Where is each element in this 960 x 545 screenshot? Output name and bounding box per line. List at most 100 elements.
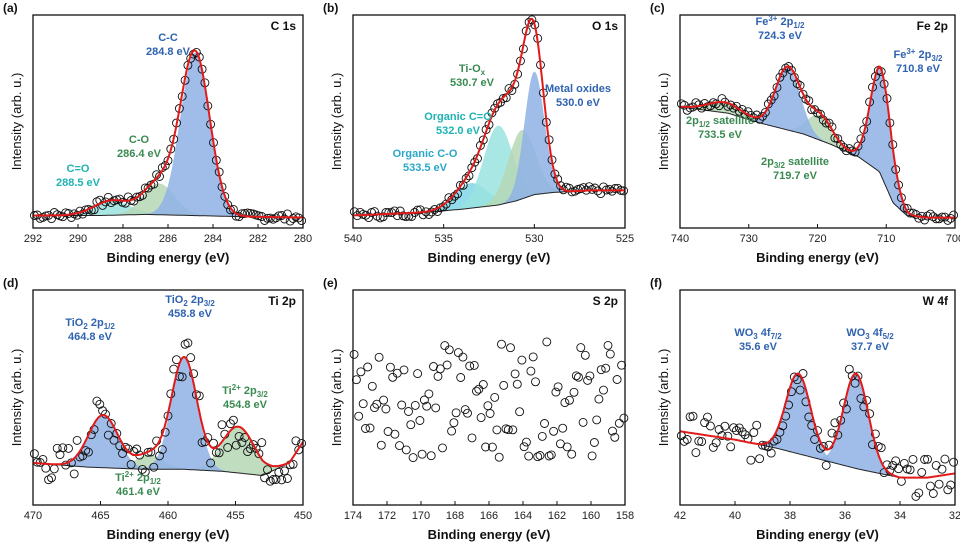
x-tick-label: 700 <box>946 233 960 245</box>
data-point <box>397 400 407 410</box>
data-point <box>605 349 615 359</box>
data-point <box>508 425 518 435</box>
data-point <box>384 207 394 217</box>
data-point <box>422 401 432 411</box>
data-point <box>815 109 825 119</box>
x-tick-label: 292 <box>24 233 42 245</box>
data-point <box>467 433 477 443</box>
data-point <box>453 348 463 358</box>
data-point <box>526 366 536 376</box>
data-point <box>418 210 428 220</box>
x-axis-label: Binding energy (eV) <box>428 527 551 542</box>
panel-label: (b) <box>323 1 338 15</box>
data-point <box>499 380 509 390</box>
data-point <box>243 447 253 457</box>
data-point <box>549 426 559 436</box>
data-point <box>444 193 454 203</box>
data-point <box>363 362 373 372</box>
data-point <box>447 426 457 436</box>
data-point <box>726 100 736 110</box>
y-axis-label: Intensity (arb. u.) <box>9 349 24 447</box>
x-tick-label: 36 <box>839 510 851 522</box>
peak-energy: 530.0 eV <box>556 97 601 109</box>
data-point <box>619 413 629 423</box>
x-tick-label: 460 <box>159 510 177 522</box>
panel-label: (c) <box>650 1 665 15</box>
data-point <box>789 372 799 382</box>
data-point <box>594 394 604 404</box>
data-point <box>497 339 506 349</box>
y-axis-label: Intensity (arb. u.) <box>329 73 344 171</box>
peak-energy: 461.4 eV <box>116 486 161 498</box>
data-point <box>81 446 91 456</box>
panel-title: Fe 2p <box>917 19 948 33</box>
panel-3: 740 730 720 710 700 Binding energy (eV) Intens… <box>650 1 960 265</box>
panel-label: (f) <box>650 276 662 290</box>
data-point <box>429 362 438 371</box>
data-point <box>223 443 233 452</box>
data-point <box>931 214 941 224</box>
data-point <box>931 460 941 470</box>
data-point <box>463 408 472 418</box>
data-point <box>433 371 443 381</box>
data-point <box>891 456 901 466</box>
data-point <box>52 443 62 453</box>
data-point <box>705 101 715 111</box>
data-point <box>395 206 405 216</box>
data-point <box>413 369 423 379</box>
fit-line <box>33 355 304 468</box>
data-point <box>775 72 785 82</box>
data-point <box>415 205 425 215</box>
data-point <box>444 345 454 355</box>
data-point <box>372 211 382 221</box>
data-point <box>608 426 617 436</box>
peak-label: Fe3+ 2p1/2 <box>756 14 806 30</box>
data-point <box>392 211 402 221</box>
data-point <box>558 185 568 195</box>
data-point <box>943 485 953 495</box>
data-point <box>949 210 959 220</box>
data-point <box>415 416 425 425</box>
data-point <box>149 462 159 472</box>
peak-label: 2p3/2 satellite <box>761 156 829 170</box>
peak-fill-1 <box>33 52 303 218</box>
data-point <box>533 452 543 462</box>
data-point <box>531 377 540 387</box>
data-point <box>274 467 284 477</box>
data-point <box>140 467 150 477</box>
panel-title: S 2p <box>593 294 618 308</box>
data-point <box>746 455 756 465</box>
y-axis-label: Intensity (arb. u.) <box>9 73 24 171</box>
peak-energy: 464.8 eV <box>68 331 113 343</box>
data-point <box>580 350 590 360</box>
peak-label: Organic C-O <box>393 148 458 160</box>
y-axis-label: Intensity (arb. u.) <box>656 73 671 171</box>
data-point <box>853 371 863 381</box>
data-point <box>390 206 399 216</box>
data-point <box>404 407 413 416</box>
data-point <box>441 199 451 209</box>
data-point <box>426 451 436 461</box>
x-axis-label: Binding energy (eV) <box>756 250 879 265</box>
data-point <box>614 418 624 428</box>
data-point <box>103 430 113 440</box>
data-point <box>379 395 389 405</box>
data-point <box>574 372 583 382</box>
data-point <box>456 373 466 382</box>
background-line <box>33 441 304 477</box>
data-point <box>472 386 481 396</box>
data-point <box>370 207 379 217</box>
data-point <box>349 349 359 359</box>
data-point <box>214 448 224 458</box>
data-point <box>934 479 944 489</box>
fit-line <box>352 17 625 217</box>
data-point <box>583 375 593 385</box>
data-point <box>524 451 534 461</box>
peak-label: TiO2 2p3/2 <box>165 294 215 308</box>
data-point <box>140 183 150 193</box>
x-tick-label: 32 <box>949 510 960 522</box>
fit-line <box>33 49 304 219</box>
data-point <box>458 352 468 362</box>
data-point <box>478 135 488 145</box>
data-point <box>365 423 375 433</box>
